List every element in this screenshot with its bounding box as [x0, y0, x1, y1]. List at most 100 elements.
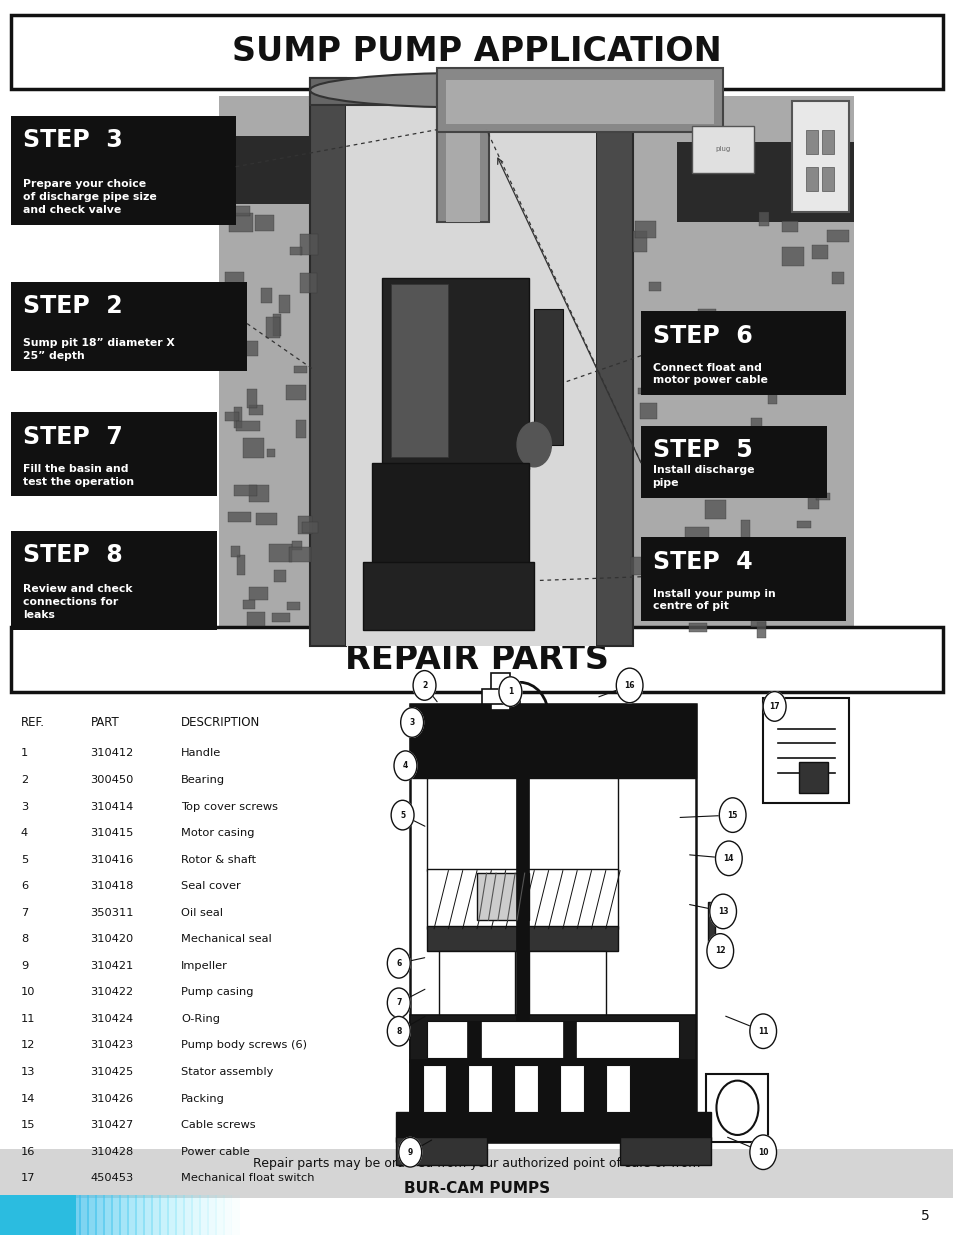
FancyBboxPatch shape — [410, 1060, 696, 1114]
FancyBboxPatch shape — [95, 1195, 105, 1235]
FancyBboxPatch shape — [698, 309, 716, 329]
FancyBboxPatch shape — [11, 412, 216, 496]
FancyBboxPatch shape — [807, 494, 818, 509]
FancyBboxPatch shape — [64, 1195, 73, 1235]
FancyBboxPatch shape — [266, 450, 274, 457]
FancyBboxPatch shape — [534, 309, 562, 445]
FancyBboxPatch shape — [295, 420, 305, 438]
Text: Install your pump in
centre of pit: Install your pump in centre of pit — [652, 589, 775, 611]
Text: STEP  2: STEP 2 — [23, 294, 122, 317]
Text: Power cable: Power cable — [181, 1146, 250, 1157]
FancyBboxPatch shape — [24, 1195, 33, 1235]
FancyBboxPatch shape — [395, 1137, 486, 1165]
FancyBboxPatch shape — [228, 511, 251, 521]
FancyBboxPatch shape — [481, 689, 519, 704]
FancyBboxPatch shape — [410, 704, 696, 778]
FancyBboxPatch shape — [796, 521, 810, 529]
FancyBboxPatch shape — [249, 485, 269, 501]
Text: Seal cover: Seal cover — [181, 882, 241, 892]
FancyBboxPatch shape — [290, 247, 302, 254]
Circle shape — [413, 671, 436, 700]
FancyBboxPatch shape — [302, 522, 317, 534]
FancyBboxPatch shape — [494, 722, 551, 760]
FancyBboxPatch shape — [245, 341, 257, 356]
FancyBboxPatch shape — [630, 557, 646, 574]
Text: 1: 1 — [507, 687, 513, 697]
FancyBboxPatch shape — [362, 562, 534, 630]
FancyBboxPatch shape — [811, 245, 826, 258]
FancyBboxPatch shape — [11, 116, 235, 225]
FancyBboxPatch shape — [707, 902, 715, 951]
FancyBboxPatch shape — [805, 167, 817, 191]
FancyBboxPatch shape — [273, 315, 280, 336]
Text: Bearing: Bearing — [181, 776, 225, 785]
FancyBboxPatch shape — [688, 622, 706, 632]
FancyBboxPatch shape — [287, 603, 300, 610]
FancyBboxPatch shape — [300, 235, 317, 256]
FancyBboxPatch shape — [31, 1195, 42, 1235]
FancyBboxPatch shape — [0, 1195, 10, 1235]
Text: plug: plug — [715, 147, 730, 152]
FancyBboxPatch shape — [512, 776, 529, 864]
FancyBboxPatch shape — [299, 273, 317, 293]
FancyBboxPatch shape — [640, 311, 845, 395]
FancyBboxPatch shape — [619, 1137, 710, 1165]
FancyBboxPatch shape — [691, 126, 753, 173]
Circle shape — [749, 1014, 776, 1049]
FancyBboxPatch shape — [135, 1195, 145, 1235]
Text: 12: 12 — [21, 1040, 35, 1051]
Text: 5: 5 — [921, 1209, 929, 1223]
Text: 3: 3 — [21, 802, 29, 811]
Text: 17: 17 — [768, 701, 780, 711]
Text: STEP  7: STEP 7 — [23, 425, 123, 448]
FancyBboxPatch shape — [268, 543, 292, 562]
FancyBboxPatch shape — [119, 1195, 129, 1235]
Text: 310421: 310421 — [91, 961, 133, 971]
FancyBboxPatch shape — [715, 559, 725, 569]
FancyBboxPatch shape — [310, 78, 632, 105]
FancyBboxPatch shape — [266, 316, 279, 338]
FancyBboxPatch shape — [249, 405, 263, 415]
FancyBboxPatch shape — [247, 389, 256, 408]
FancyBboxPatch shape — [233, 408, 242, 429]
FancyBboxPatch shape — [292, 541, 302, 551]
Text: 17: 17 — [21, 1173, 35, 1183]
FancyBboxPatch shape — [750, 417, 760, 436]
Circle shape — [517, 422, 551, 467]
Text: 16: 16 — [623, 680, 635, 690]
Text: 9: 9 — [407, 1147, 413, 1157]
FancyBboxPatch shape — [103, 1195, 113, 1235]
Text: 10: 10 — [21, 988, 35, 998]
FancyBboxPatch shape — [762, 698, 848, 803]
FancyBboxPatch shape — [272, 614, 290, 622]
FancyBboxPatch shape — [756, 621, 765, 638]
Text: 7: 7 — [21, 908, 29, 918]
FancyBboxPatch shape — [48, 1195, 57, 1235]
FancyBboxPatch shape — [689, 388, 698, 394]
FancyBboxPatch shape — [502, 758, 510, 778]
Circle shape — [400, 708, 423, 737]
Text: 4: 4 — [402, 761, 408, 771]
FancyBboxPatch shape — [765, 538, 785, 548]
FancyBboxPatch shape — [372, 463, 529, 568]
Text: PART: PART — [91, 716, 119, 730]
Text: 16: 16 — [21, 1146, 35, 1157]
FancyBboxPatch shape — [233, 485, 256, 496]
Text: 3: 3 — [409, 718, 415, 727]
FancyBboxPatch shape — [422, 1065, 446, 1112]
FancyBboxPatch shape — [11, 282, 247, 370]
FancyBboxPatch shape — [235, 421, 259, 431]
FancyBboxPatch shape — [40, 1195, 50, 1235]
FancyBboxPatch shape — [278, 295, 290, 312]
FancyBboxPatch shape — [11, 531, 216, 630]
FancyBboxPatch shape — [436, 80, 489, 222]
FancyBboxPatch shape — [167, 1195, 176, 1235]
Text: 310418: 310418 — [91, 882, 133, 892]
Text: STEP  5: STEP 5 — [652, 438, 752, 462]
Text: O-Ring: O-Ring — [181, 1014, 220, 1024]
Text: 6: 6 — [21, 882, 28, 892]
FancyBboxPatch shape — [476, 873, 529, 920]
Text: 2: 2 — [21, 776, 28, 785]
FancyBboxPatch shape — [219, 136, 372, 204]
FancyBboxPatch shape — [207, 1195, 216, 1235]
